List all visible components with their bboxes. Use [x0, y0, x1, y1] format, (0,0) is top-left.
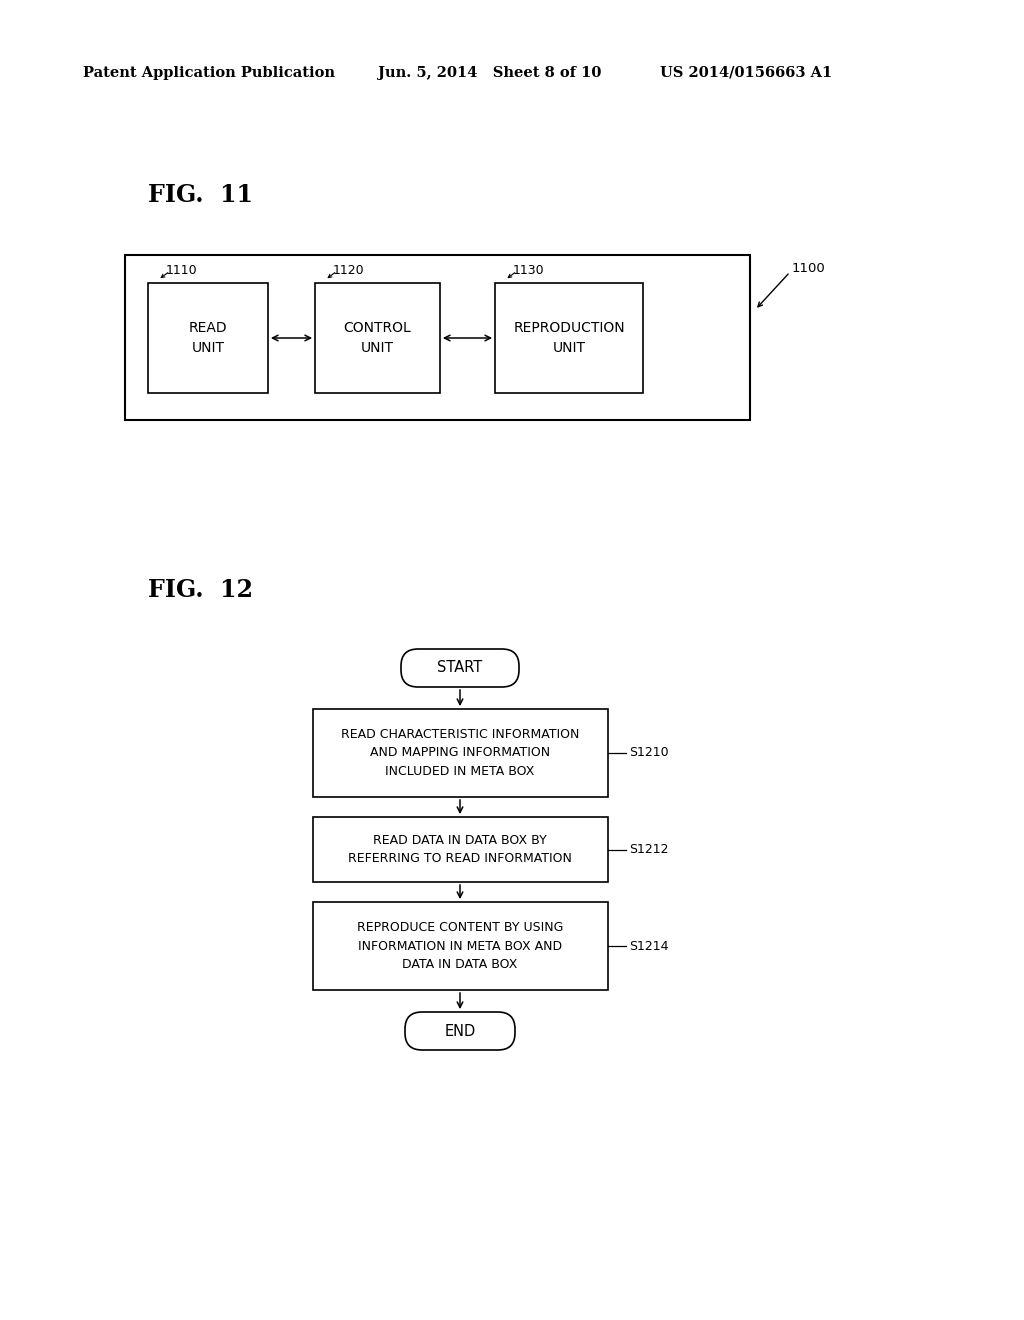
- FancyBboxPatch shape: [312, 902, 607, 990]
- Text: 1110: 1110: [166, 264, 198, 276]
- Text: S1214: S1214: [630, 940, 669, 953]
- Text: 1100: 1100: [792, 261, 825, 275]
- Text: 1120: 1120: [333, 264, 365, 276]
- Text: READ DATA IN DATA BOX BY
REFERRING TO READ INFORMATION: READ DATA IN DATA BOX BY REFERRING TO RE…: [348, 834, 572, 865]
- Text: READ
UNIT: READ UNIT: [188, 321, 227, 355]
- FancyBboxPatch shape: [315, 282, 440, 393]
- FancyBboxPatch shape: [401, 649, 519, 686]
- Text: READ CHARACTERISTIC INFORMATION
AND MAPPING INFORMATION
INCLUDED IN META BOX: READ CHARACTERISTIC INFORMATION AND MAPP…: [341, 729, 580, 777]
- FancyBboxPatch shape: [495, 282, 643, 393]
- Text: S1212: S1212: [630, 843, 669, 855]
- FancyBboxPatch shape: [125, 255, 750, 420]
- Text: FIG.  11: FIG. 11: [148, 183, 253, 207]
- Text: 1130: 1130: [513, 264, 545, 276]
- Text: S1210: S1210: [630, 747, 669, 759]
- Text: REPRODUCE CONTENT BY USING
INFORMATION IN META BOX AND
DATA IN DATA BOX: REPRODUCE CONTENT BY USING INFORMATION I…: [356, 921, 563, 972]
- Text: END: END: [444, 1023, 475, 1039]
- Text: Patent Application Publication: Patent Application Publication: [83, 66, 335, 81]
- Text: Jun. 5, 2014   Sheet 8 of 10: Jun. 5, 2014 Sheet 8 of 10: [378, 66, 601, 81]
- FancyBboxPatch shape: [312, 817, 607, 882]
- Text: START: START: [437, 660, 482, 676]
- FancyBboxPatch shape: [406, 1012, 515, 1049]
- Text: FIG.  12: FIG. 12: [148, 578, 253, 602]
- Text: CONTROL
UNIT: CONTROL UNIT: [344, 321, 412, 355]
- FancyBboxPatch shape: [312, 709, 607, 797]
- Text: US 2014/0156663 A1: US 2014/0156663 A1: [660, 66, 833, 81]
- Text: REPRODUCTION
UNIT: REPRODUCTION UNIT: [513, 321, 625, 355]
- FancyBboxPatch shape: [148, 282, 268, 393]
